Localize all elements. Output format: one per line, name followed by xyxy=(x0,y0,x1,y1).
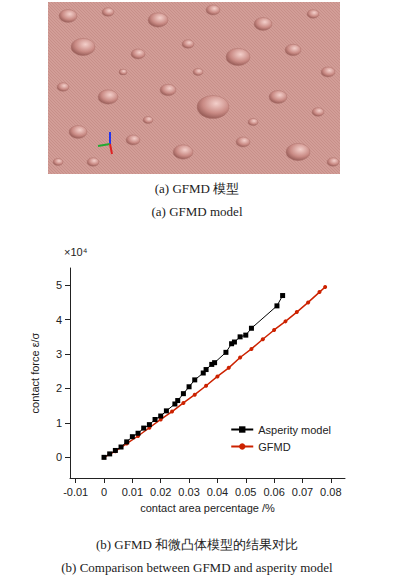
svg-text:3: 3 xyxy=(56,348,62,360)
svg-text:0.08: 0.08 xyxy=(320,486,341,498)
svg-text:0.03: 0.03 xyxy=(178,486,199,498)
svg-text:0.01: 0.01 xyxy=(122,486,143,498)
svg-text:Asperity model: Asperity model xyxy=(258,424,331,436)
html-text:(a) GFMD model: (a) GFMD model xyxy=(151,204,243,219)
svg-text:contact force ε/σ: contact force ε/σ xyxy=(29,332,41,413)
html-text:(b) GFMD 和微凸体模型的结果对比: (b) GFMD 和微凸体模型的结果对比 xyxy=(95,537,299,552)
svg-text:0.04: 0.04 xyxy=(207,486,228,498)
html-text:(a) GFMD 模型: (a) GFMD 模型 xyxy=(154,181,240,196)
svg-text:5: 5 xyxy=(56,279,62,291)
svg-text:×10⁴: ×10⁴ xyxy=(64,246,88,258)
svg-text:contact area percentage /%: contact area percentage /% xyxy=(140,502,275,514)
svg-text:4: 4 xyxy=(56,314,62,326)
svg-text:GFMD: GFMD xyxy=(258,441,290,453)
svg-text:0: 0 xyxy=(101,486,107,498)
svg-text:0: 0 xyxy=(56,451,62,463)
svg-text:0.06: 0.06 xyxy=(263,486,284,498)
svg-text:1: 1 xyxy=(56,417,62,429)
svg-text:0.05: 0.05 xyxy=(235,486,256,498)
html-text:(b) Comparison between GFMD an: (b) Comparison between GFMD and asperity… xyxy=(61,560,333,575)
svg-text:-0.01: -0.01 xyxy=(63,486,88,498)
svg-text:0.02: 0.02 xyxy=(150,486,171,498)
svg-text:2: 2 xyxy=(56,382,62,394)
svg-text:0.07: 0.07 xyxy=(292,486,313,498)
